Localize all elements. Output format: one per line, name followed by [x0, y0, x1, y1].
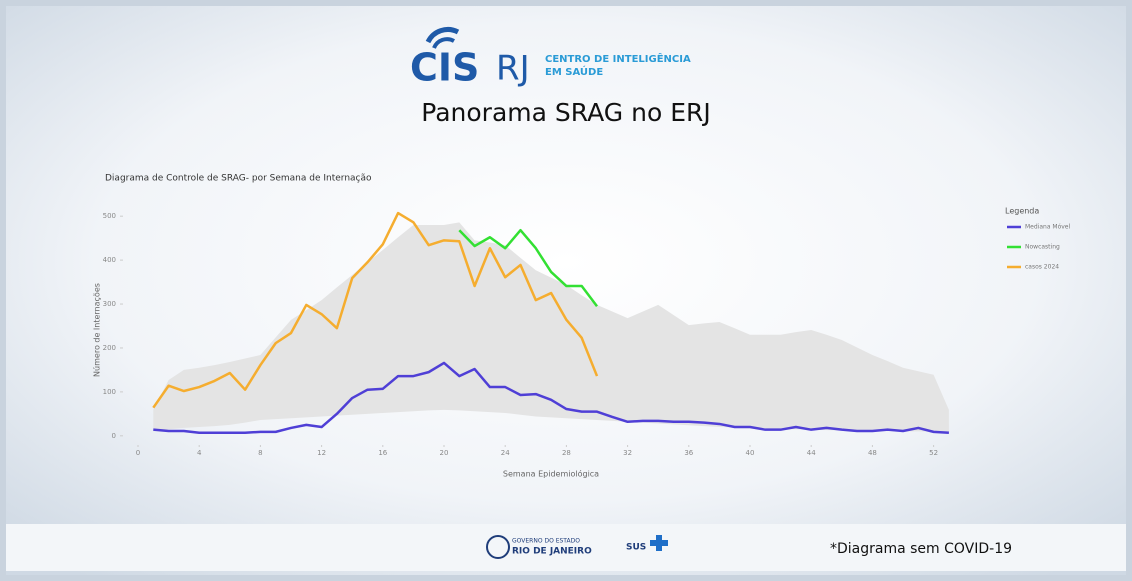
y-tick-label: 100 — [103, 388, 116, 396]
x-tick-label: 44 — [807, 449, 816, 457]
x-tick-label: 32 — [623, 449, 632, 457]
chart-title: Diagrama de Controle de SRAG- por Semana… — [105, 174, 372, 184]
x-tick-label: 8 — [258, 449, 262, 457]
y-tick-label: 400 — [103, 256, 116, 264]
logo-text: CIS — [410, 46, 479, 90]
x-axis-label: Semana Epidemiológica — [503, 469, 599, 479]
y-axis-label: Número de Internações — [93, 283, 102, 377]
x-tick-label: 24 — [501, 449, 510, 457]
footnote: *Diagrama sem COVID-19 — [830, 541, 1012, 557]
logo-suffix: RJ — [496, 49, 530, 89]
footer-band — [6, 524, 1126, 571]
x-tick-label: 4 — [197, 449, 202, 457]
x-tick-label: 40 — [746, 449, 755, 457]
x-tick-label: 52 — [929, 449, 938, 457]
x-tick-label: 36 — [684, 449, 693, 457]
x-tick-label: 12 — [317, 449, 326, 457]
x-tick-label: 0 — [136, 449, 140, 457]
legend-label: casos 2024 — [1025, 264, 1059, 271]
y-tick-label: 500 — [103, 212, 116, 220]
x-tick-label: 16 — [378, 449, 387, 457]
y-tick-label: 0 — [112, 432, 116, 440]
x-tick-label: 48 — [868, 449, 877, 457]
legend-title: Legenda — [1005, 207, 1039, 216]
legend-label: Nowcasting — [1025, 244, 1060, 251]
series-line — [458, 228, 598, 307]
org-name: CENTRO DE INTELIGÊNCIA — [545, 52, 691, 65]
x-tick-label: 20 — [440, 449, 449, 457]
series-line — [152, 211, 599, 409]
y-tick-label: 200 — [103, 344, 116, 352]
series-line — [153, 361, 949, 434]
sus-text: SUS — [626, 543, 646, 553]
gov-text: RIO DE JANEIRO — [512, 547, 592, 557]
footer-logos: GOVERNO DO ESTADO RIO DE JANEIRO SUS — [486, 535, 668, 559]
gov-text: GOVERNO DO ESTADO — [512, 538, 580, 545]
logo: CIS RJ CENTRO DE INTELIGÊNCIA EM SAÚDE — [410, 27, 691, 90]
y-tick-label: 300 — [103, 300, 116, 308]
org-name: EM SAÚDE — [545, 65, 603, 78]
control-band — [153, 222, 949, 432]
slide-title: Panorama SRAG no ERJ — [421, 98, 710, 127]
legend-label: Mediana Móvel — [1025, 224, 1070, 231]
x-tick-label: 28 — [562, 449, 571, 457]
